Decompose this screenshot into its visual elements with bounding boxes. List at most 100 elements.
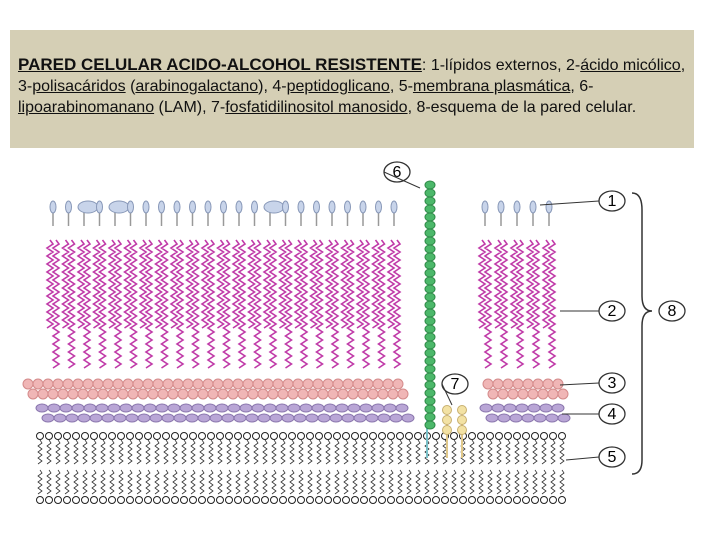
membrane-tail: [217, 439, 223, 465]
leader-line: [559, 382, 600, 386]
peptidoglycan: [341, 413, 355, 423]
polysaccharide: [292, 378, 304, 390]
membrane-tail: [334, 439, 340, 465]
membrane-head: [360, 432, 368, 440]
mycolic-chain: [299, 239, 309, 369]
label-number: 3: [608, 375, 617, 392]
lam-unit: [424, 228, 436, 238]
caption-segment: membrana plasmática: [412, 78, 571, 95]
polysaccharide: [97, 388, 109, 400]
polysaccharide: [302, 378, 314, 390]
membrane-tail: [253, 439, 259, 465]
peptidoglycan: [299, 403, 313, 413]
lam-unit: [424, 324, 436, 334]
membrane-head: [180, 496, 188, 504]
membrane-head: [315, 496, 323, 504]
peptidoglycan: [83, 403, 97, 413]
leader-line: [441, 383, 453, 406]
membrane-head: [81, 432, 89, 440]
peptidoglycan: [185, 413, 199, 423]
membrane-head: [450, 432, 458, 440]
membrane-tail: [343, 469, 349, 495]
peptidoglycan: [131, 403, 145, 413]
membrane-head: [324, 432, 332, 440]
lipid-head: [481, 200, 489, 214]
membrane-head: [522, 496, 530, 504]
membrane-head: [414, 496, 422, 504]
peptidoglycan: [155, 403, 169, 413]
membrane-tail: [73, 469, 79, 495]
membrane-head: [495, 432, 503, 440]
peptidoglycan: [383, 403, 397, 413]
lipid-head: [390, 200, 398, 214]
mycolic-chain: [499, 239, 509, 369]
peptidoglycan: [509, 413, 523, 423]
membrane-head: [99, 432, 107, 440]
membrane-head: [540, 496, 548, 504]
membrane-head: [378, 496, 386, 504]
peptidoglycan: [113, 413, 127, 423]
membrane-tail: [136, 439, 142, 465]
lam-unit: [424, 412, 436, 422]
polysaccharide: [37, 388, 49, 400]
membrane-head: [459, 496, 467, 504]
membrane-tail: [523, 469, 529, 495]
membrane-head: [315, 432, 323, 440]
membrane-tail: [487, 469, 493, 495]
membrane-tail: [361, 439, 367, 465]
membrane-tail: [55, 469, 61, 495]
membrane-tail: [469, 439, 475, 465]
peptidoglycan: [293, 413, 307, 423]
mycolic-chain: [231, 239, 241, 329]
membrane-head: [531, 496, 539, 504]
membrane-head: [297, 496, 305, 504]
leader-line: [539, 200, 600, 206]
membrane-head: [225, 432, 233, 440]
membrane-tail: [370, 469, 376, 495]
polysaccharide: [532, 378, 544, 390]
membrane-head: [549, 432, 557, 440]
membrane-head: [261, 496, 269, 504]
label-circle: [658, 300, 686, 322]
lipid-head: [375, 200, 382, 214]
peptidoglycan: [167, 403, 181, 413]
mycolic-chain: [92, 239, 101, 329]
polysaccharide: [482, 378, 494, 390]
polysaccharide: [82, 378, 94, 390]
membrane-tail: [433, 439, 439, 465]
mycolic-chain: [309, 239, 318, 329]
mycolic-chain: [262, 239, 272, 329]
caption-segment: lipoarabinomanano: [18, 99, 155, 116]
membrane-tail: [82, 469, 88, 495]
polysaccharide: [322, 378, 334, 390]
membrane-head: [540, 432, 548, 440]
membrane-head: [207, 496, 215, 504]
membrane-tail: [208, 469, 214, 495]
lam-unit: [424, 332, 436, 342]
mycolic-chain: [216, 239, 225, 329]
peptidoglycan: [395, 403, 409, 413]
polysaccharide: [252, 378, 264, 390]
membrane-tail: [424, 469, 430, 495]
membrane-head: [405, 432, 413, 440]
membrane-tail: [172, 469, 178, 495]
lipid-head: [127, 200, 134, 214]
membrane-head: [279, 496, 287, 504]
lipid-head: [96, 200, 103, 214]
lam-unit: [424, 396, 436, 406]
lipid-head: [77, 200, 99, 214]
membrane-head: [513, 496, 521, 504]
polysaccharide: [397, 388, 409, 400]
membrane-head: [180, 432, 188, 440]
membrane-head: [432, 432, 440, 440]
membrane-head: [387, 432, 395, 440]
membrane-tail: [55, 439, 61, 465]
membrane-tail: [118, 439, 124, 465]
membrane-tail: [298, 469, 304, 495]
polysaccharide: [197, 388, 209, 400]
peptidoglycan: [305, 413, 319, 423]
membrane-tail: [154, 469, 160, 495]
caption-segment: arabinogalactano: [135, 78, 259, 95]
pim-unit: [457, 405, 467, 415]
membrane-head: [342, 432, 350, 440]
